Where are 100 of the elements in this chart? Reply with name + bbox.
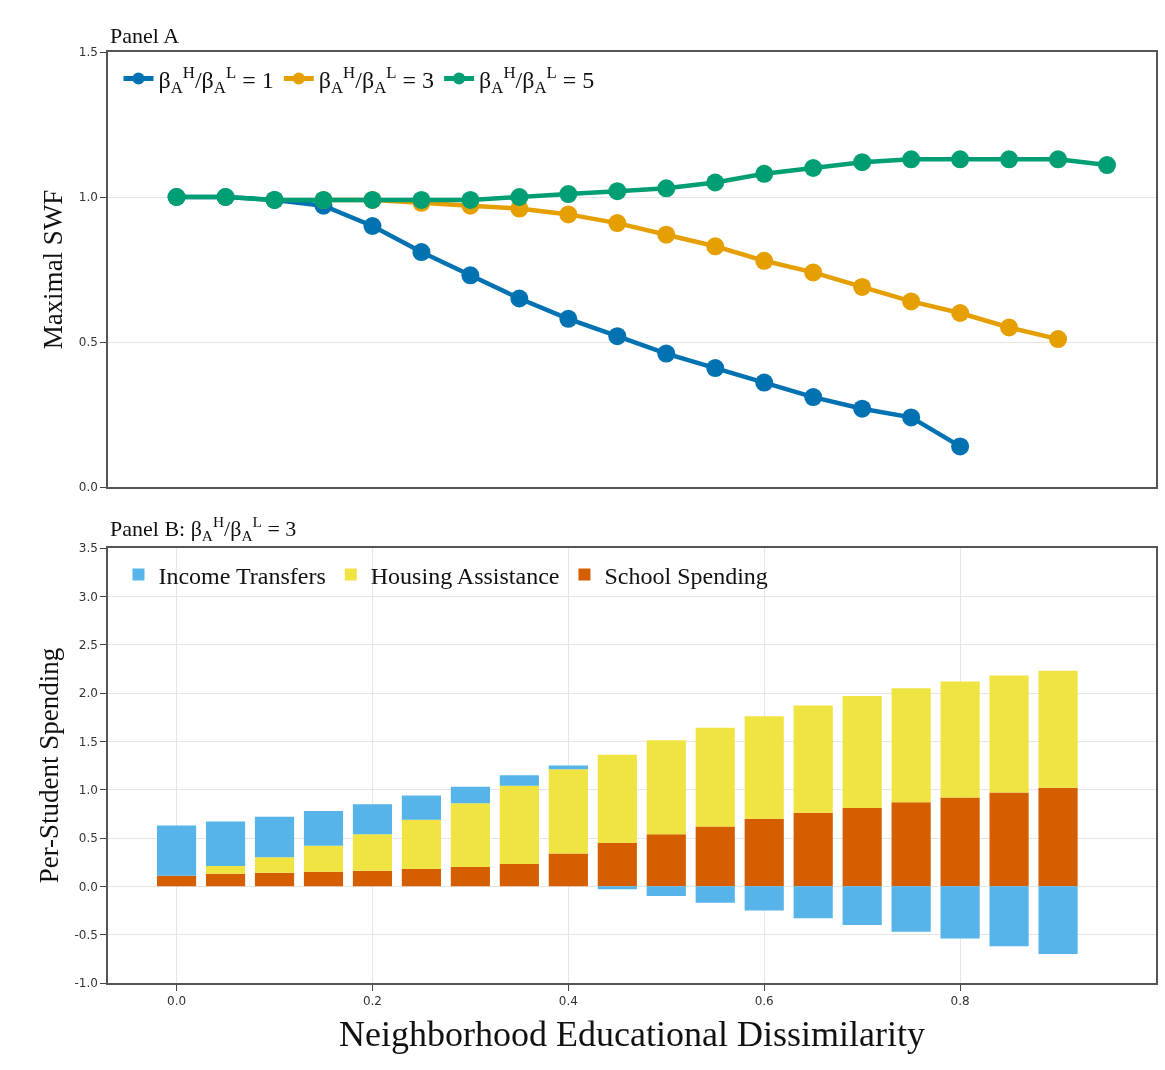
y-tick-label: 1.0 [78, 190, 98, 205]
bar [989, 675, 1029, 793]
bar [254, 816, 295, 858]
bar [891, 802, 931, 887]
bar [793, 812, 833, 887]
point [1049, 150, 1068, 169]
bar [352, 870, 393, 887]
point [951, 304, 970, 322]
y-tick-label: -1.0 [74, 976, 98, 991]
bar [842, 886, 882, 925]
y-tick-label: 0.5 [78, 831, 98, 846]
bar [401, 868, 442, 887]
bar [842, 808, 882, 887]
legend-label: Income Transfers [158, 562, 326, 589]
point [608, 182, 627, 201]
point [853, 153, 872, 172]
legend-label: β$_{A}$$^{H}$/β$_{A}$$^{L}$ = 1 [158, 62, 274, 97]
y-tick-label: 1.0 [78, 782, 98, 797]
bar [842, 695, 882, 809]
bar [597, 886, 637, 890]
bar [401, 795, 442, 820]
legend-label: β$_{A}$$^{H}$/β$_{A}$$^{L}$ = 3 [318, 62, 435, 97]
point [706, 359, 725, 378]
bar [646, 886, 686, 896]
bar [450, 786, 490, 804]
x-tick-label: 0.2 [362, 994, 382, 1009]
point [657, 179, 676, 198]
bar [548, 853, 588, 887]
point [804, 388, 823, 407]
y-tick-label: 0.0 [78, 879, 98, 894]
point [1098, 156, 1117, 175]
chart-title: Panel A [110, 23, 180, 48]
bar [303, 845, 344, 872]
y-tick-label: 0.5 [78, 335, 98, 350]
bar [205, 866, 246, 874]
point [755, 164, 774, 183]
x-tick-label: 0.0 [167, 994, 187, 1009]
point [902, 150, 921, 169]
point [412, 243, 431, 262]
bar [303, 871, 344, 887]
point [951, 437, 970, 456]
bar [303, 810, 344, 846]
point [510, 289, 529, 308]
point [706, 173, 725, 192]
y-axis-title: Maximal SWF [38, 189, 69, 350]
x-tick-label: 0.8 [950, 994, 970, 1009]
bar [205, 821, 246, 867]
y-tick-label: -0.5 [74, 927, 98, 942]
y-tick-label: 1.5 [78, 45, 98, 60]
bar [1038, 886, 1078, 954]
legend-label: β$_{A}$$^{H}$/β$_{A}$$^{L}$ = 5 [479, 62, 595, 97]
point [559, 309, 578, 328]
bar [352, 834, 393, 871]
y-tick-label: 3.5 [78, 541, 98, 556]
bar [744, 716, 784, 819]
bar [940, 681, 980, 798]
bar [205, 873, 246, 887]
point [608, 327, 627, 346]
point [461, 266, 480, 285]
bar [156, 825, 197, 876]
legend-label: School Spending [604, 562, 768, 589]
point [902, 292, 921, 311]
bar [646, 740, 686, 835]
point [755, 373, 774, 392]
y-tick-label: 2.5 [78, 637, 98, 652]
point [1000, 318, 1019, 337]
point [804, 263, 823, 282]
bar [352, 804, 393, 835]
bar [695, 727, 735, 827]
chart-title: Panel B: β$_{A}$$^{H}$/β$_{A}$$^{L}$ = 3 [110, 513, 297, 544]
point [608, 214, 627, 233]
bar [1038, 787, 1078, 887]
point [1049, 330, 1068, 349]
y-axis-title: Per-Student Spending [33, 647, 64, 884]
bar [156, 875, 197, 887]
bar [940, 886, 980, 939]
bar [891, 886, 931, 932]
point [853, 399, 872, 418]
legend-label: Housing Assistance [370, 562, 560, 589]
bar [254, 857, 295, 873]
bar [597, 842, 637, 887]
bar [744, 818, 784, 887]
y-tick-label: 2.0 [78, 686, 98, 701]
bar [695, 886, 735, 903]
point [902, 408, 921, 427]
bar [499, 864, 539, 887]
point [853, 277, 872, 296]
point [951, 150, 970, 169]
bar [793, 886, 833, 919]
point [461, 190, 480, 209]
bar [499, 785, 539, 865]
point [1000, 150, 1019, 169]
bar [940, 797, 980, 887]
point [706, 237, 725, 256]
point [804, 159, 823, 177]
bar [793, 705, 833, 813]
point [559, 185, 578, 204]
point [657, 225, 676, 244]
y-tick-label: 3.0 [78, 589, 98, 604]
bar [499, 775, 539, 786]
